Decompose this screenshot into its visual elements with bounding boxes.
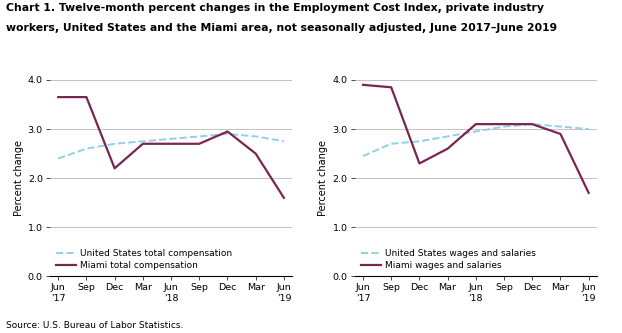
Text: Chart 1. Twelve-month percent changes in the Employment Cost Index, private indu: Chart 1. Twelve-month percent changes in… bbox=[6, 3, 544, 13]
Text: workers, United States and the Miami area, not seasonally adjusted, June 2017–Ju: workers, United States and the Miami are… bbox=[6, 23, 557, 33]
Y-axis label: Percent change: Percent change bbox=[14, 140, 24, 216]
Y-axis label: Percent change: Percent change bbox=[318, 140, 328, 216]
Legend: United States wages and salaries, Miami wages and salaries: United States wages and salaries, Miami … bbox=[359, 247, 538, 272]
Text: Source: U.S. Bureau of Labor Statistics.: Source: U.S. Bureau of Labor Statistics. bbox=[6, 321, 183, 330]
Legend: United States total compensation, Miami total compensation: United States total compensation, Miami … bbox=[54, 247, 234, 272]
